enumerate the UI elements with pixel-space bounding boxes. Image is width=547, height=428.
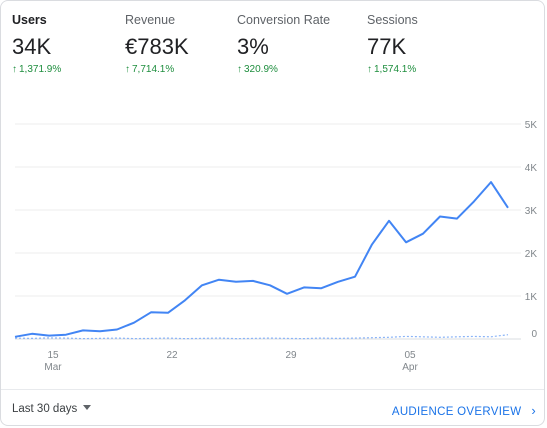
metric-tabs: Users 34K ↑ 1,371.9% Revenue €783K ↑ 7,714… [1,1,544,91]
metric-tab-sessions[interactable]: Sessions 77K ↑ 1,574.1% [367,1,487,87]
x-tick-month-label: Mar [44,362,62,373]
audience-overview-label: AUDIENCE OVERVIEW [391,406,522,418]
metric-label: Users [12,13,47,27]
metric-value: 77K [367,34,407,59]
metric-tab-conversion-rate[interactable]: Conversion Rate 3% ↑ 320.9% [237,1,357,87]
x-tick-label: 15 [47,350,59,361]
metric-tab-users[interactable]: Users 34K ↑ 1,371.9% [12,1,132,87]
metric-label: Revenue [125,13,176,27]
metric-change-value: 7,714.1% [132,64,175,75]
arrow-up-icon: ↑ [367,64,372,75]
card-footer: Last 30 days AUDIENCE OVERVIEW › [1,389,544,425]
series-line-users [14,181,509,338]
y-tick-label: 2K [525,249,538,260]
y-tick-label: 5K [525,120,538,131]
y-tick-label: 1K [525,292,538,303]
arrow-up-icon: ↑ [125,64,130,75]
metric-tab-revenue[interactable]: Revenue €783K ↑ 7,714.1% [125,1,245,87]
metric-change: ↑ 1,371.9% [12,64,61,75]
date-range-label: Last 30 days [12,403,78,415]
metric-value: 3% [237,34,269,59]
metric-change-value: 320.9% [244,64,278,75]
series-line-comparison [14,334,509,340]
metric-change: ↑ 7,714.1% [125,64,174,75]
chart-series [14,181,509,340]
audience-overview-link[interactable]: AUDIENCE OVERVIEW › [392,403,536,418]
y-tick-label: 3K [525,206,538,217]
x-tick-label: 22 [166,350,178,361]
metric-change: ↑ 320.9% [237,64,278,75]
metric-value: €783K [125,34,189,59]
arrow-up-icon: ↑ [237,64,242,75]
chart-y-axis: 0 1K 2K 3K 4K 5K [525,120,538,340]
y-tick-label: 0 [531,329,537,340]
arrow-up-icon: ↑ [12,64,17,75]
y-tick-label: 4K [525,163,538,174]
x-tick-month-label: Apr [402,362,418,373]
x-tick-label: 05 [404,350,416,361]
metric-value: 34K [12,34,52,59]
metric-change-value: 1,574.1% [374,64,417,75]
metric-change-value: 1,371.9% [19,64,62,75]
metric-label: Conversion Rate [237,13,331,27]
metric-label: Sessions [367,13,418,27]
x-tick-label: 29 [285,350,297,361]
date-range-dropdown[interactable]: Last 30 days [12,403,92,415]
metric-change: ↑ 1,574.1% [367,64,416,75]
chart-gridlines [15,123,521,340]
caret-down-icon [83,405,92,411]
users-line-chart: 0 1K 2K 3K 4K 5K 15 Mar 22 29 05 Apr [1,106,544,381]
chevron-right-icon: › [531,403,536,418]
